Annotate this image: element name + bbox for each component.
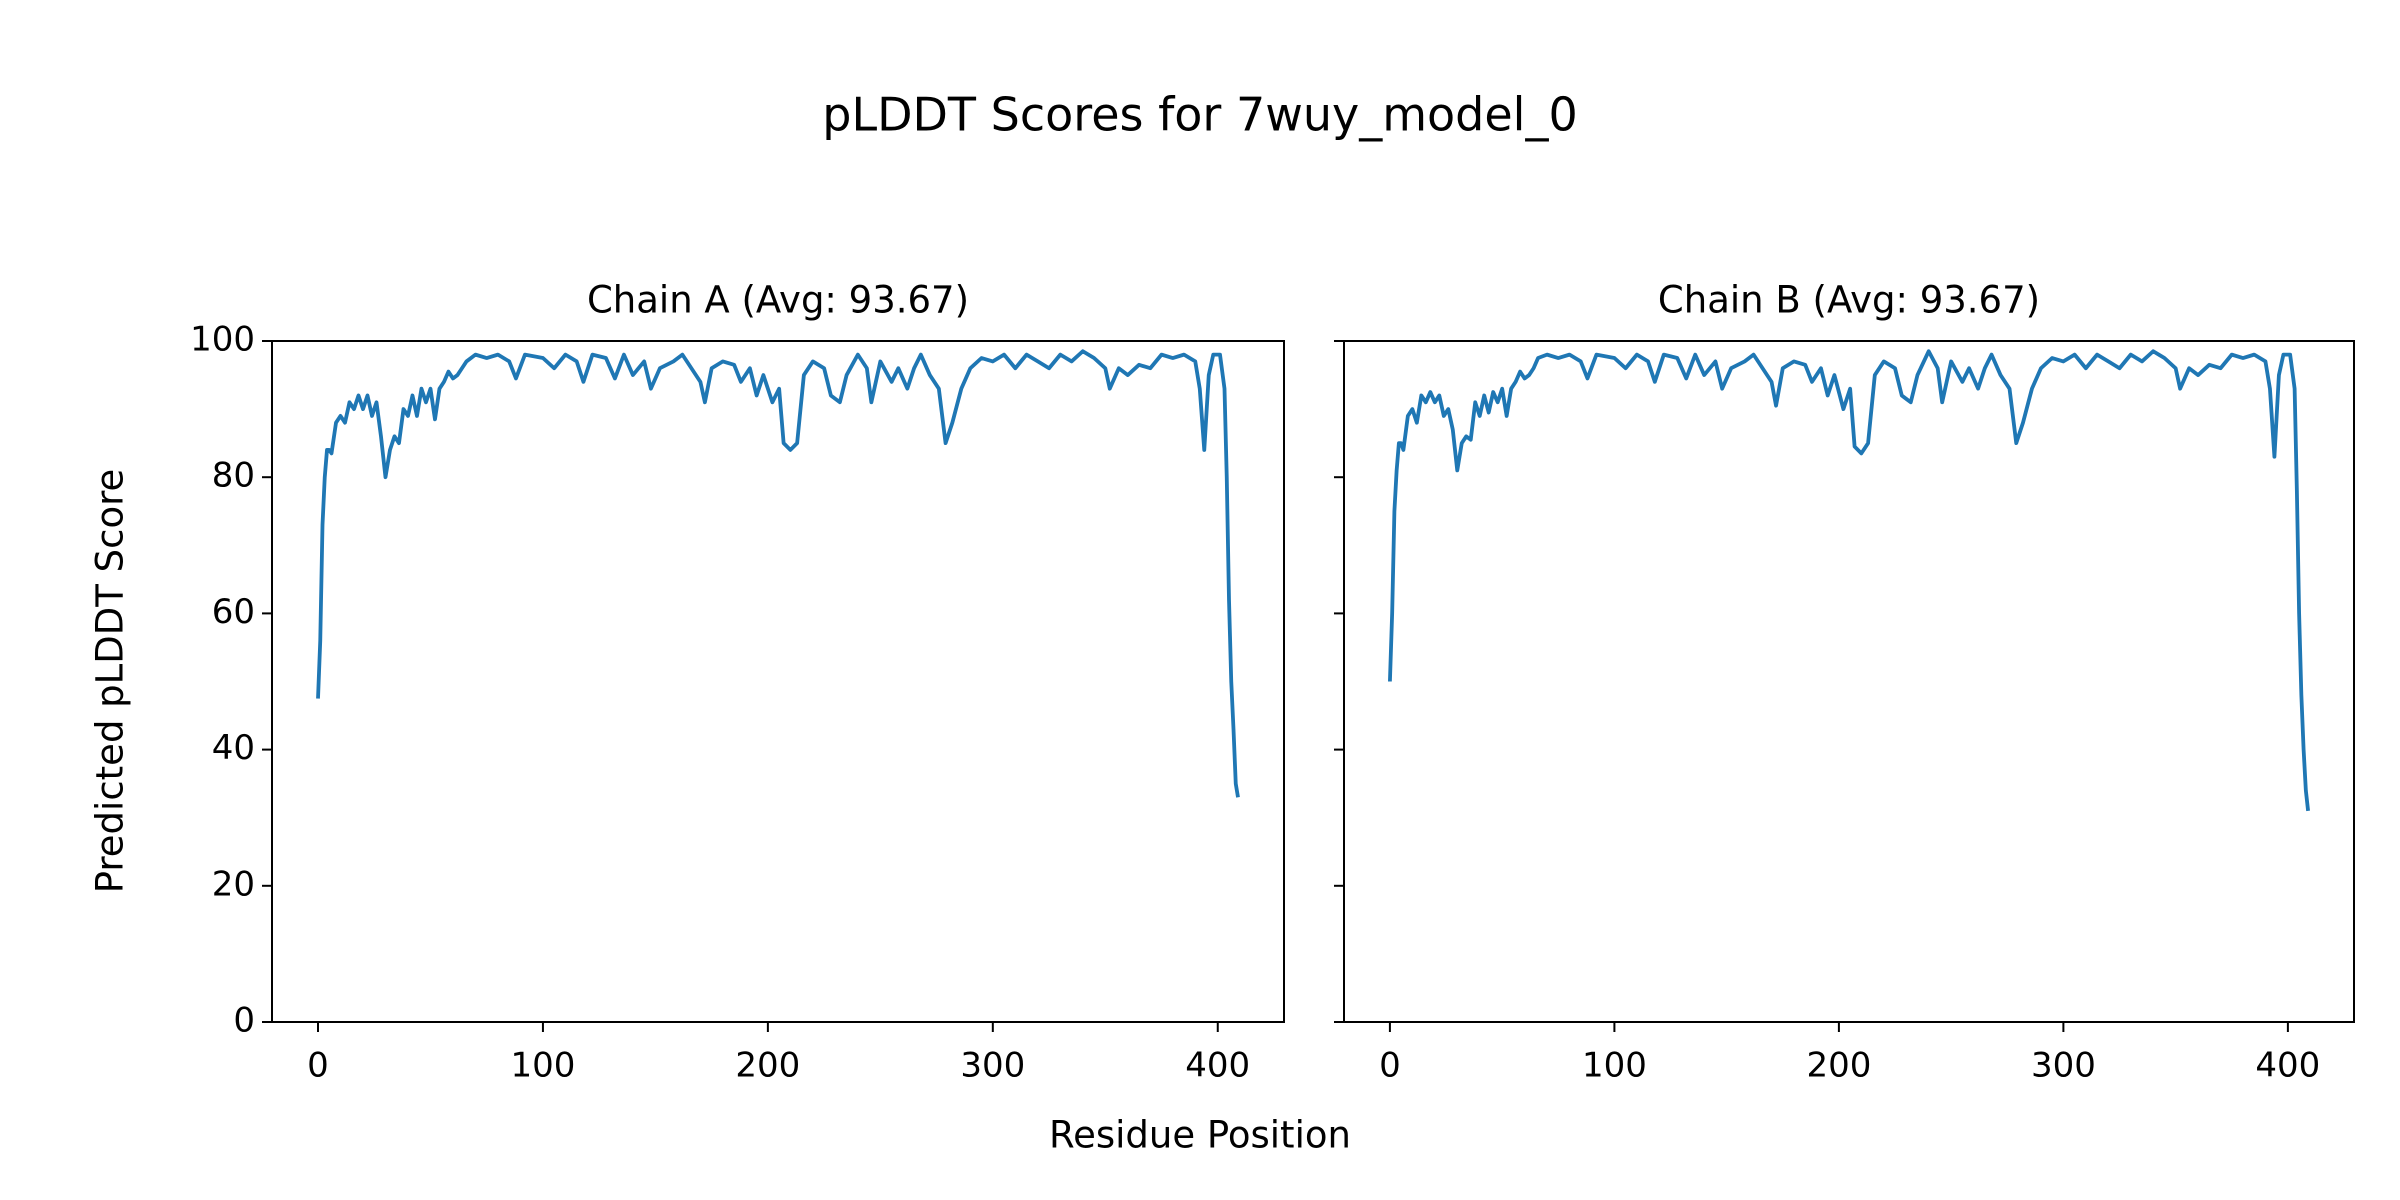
y-tick-label: 20 (212, 864, 255, 904)
x-tick-label: 400 (2255, 1046, 2320, 1086)
x-tick-label: 300 (960, 1046, 1025, 1086)
axes-frame (1343, 340, 2355, 1023)
subplot-title: Chain B (Avg: 93.67) (1658, 279, 2040, 322)
y-tick-label: 80 (212, 456, 255, 496)
figure-title: pLDDT Scores for 7wuy_model_0 (822, 88, 1577, 142)
x-tick-label: 300 (2031, 1046, 2096, 1086)
x-tick-label: 100 (1582, 1046, 1647, 1086)
plddt-line (316, 349, 1240, 798)
x-tick-label: 0 (307, 1046, 329, 1086)
axes-frame (271, 340, 1285, 1023)
y-tick-label: 0 (233, 1001, 255, 1041)
y-tick-label: 100 (190, 320, 255, 360)
x-tick-label: 0 (1379, 1046, 1401, 1086)
y-tick-label: 60 (212, 592, 255, 632)
x-tick-label: 200 (1806, 1046, 1871, 1086)
x-tick-label: 100 (510, 1046, 575, 1086)
x-tick-label: 200 (735, 1046, 800, 1086)
y-axis-label: Predicted pLDDT Score (89, 469, 132, 894)
plddt-line (1388, 349, 2310, 812)
x-axis-label: Residue Position (1049, 1114, 1351, 1157)
subplot-title: Chain A (Avg: 93.67) (587, 279, 969, 322)
y-tick-label: 40 (212, 728, 255, 768)
x-tick-label: 400 (1185, 1046, 1250, 1086)
